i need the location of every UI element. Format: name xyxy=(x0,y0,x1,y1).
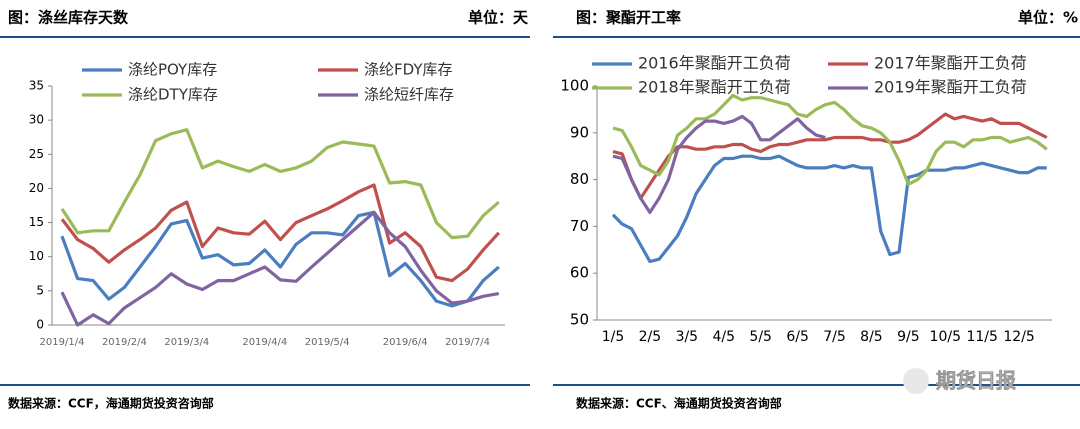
legend-label: 2017年聚酯开工负荷 xyxy=(874,54,1027,73)
legend-label: 涤纶短纤库存 xyxy=(364,86,454,104)
header-rule xyxy=(0,36,530,38)
x-tick-label: 1/5 xyxy=(602,329,625,345)
watermark: 期货日报 xyxy=(936,369,1016,393)
y-tick-label: 70 xyxy=(570,217,589,235)
x-tick-label: 2019/1/4 xyxy=(40,337,85,348)
series-line xyxy=(612,112,1048,200)
x-tick-label: 11/5 xyxy=(966,329,997,345)
y-tick-label: 80 xyxy=(570,170,589,188)
source-note: 数据来源：CCF、海通期货投资咨询部 xyxy=(576,396,782,411)
x-tick-label: 2019/2/4 xyxy=(102,337,147,348)
y-tick-label: 90 xyxy=(570,123,589,141)
series-line xyxy=(611,154,1047,264)
y-tick-label: 5 xyxy=(36,283,44,297)
y-tick-label: 100 xyxy=(560,77,589,95)
y-tick-label: 10 xyxy=(29,249,44,263)
legend-label: 涤纶DTY库存 xyxy=(128,86,218,104)
x-tick-label: 8/5 xyxy=(860,329,883,345)
series-line xyxy=(60,128,500,240)
chart-title: 图：涤丝库存天数 xyxy=(8,9,129,27)
y-tick-label: 15 xyxy=(29,215,44,229)
x-tick-label: 2019/6/4 xyxy=(383,337,428,348)
legend-label: 2018年聚酯开工负荷 xyxy=(638,78,791,97)
x-tick-label: 2019/5/4 xyxy=(305,337,350,348)
y-tick-label: 20 xyxy=(29,181,44,195)
x-tick-label: 2019/4/4 xyxy=(242,337,287,348)
y-tick-label: 60 xyxy=(570,264,589,282)
y-tick-label: 50 xyxy=(570,311,589,329)
x-tick-label: 2019/3/4 xyxy=(164,337,209,348)
legend-label: 2019年聚酯开工负荷 xyxy=(874,78,1027,97)
legend-label: 涤纶FDY库存 xyxy=(364,61,453,79)
watermark-icon xyxy=(903,368,929,394)
footer-rule xyxy=(0,384,530,386)
series-line xyxy=(60,210,500,308)
y-tick-label: 25 xyxy=(29,147,44,161)
x-tick-label: 7/5 xyxy=(823,329,846,345)
x-tick-label: 3/5 xyxy=(676,329,699,345)
series-line xyxy=(60,183,500,283)
y-tick-label: 0 xyxy=(36,318,44,332)
x-tick-label: 6/5 xyxy=(786,329,809,345)
x-tick-label: 12/5 xyxy=(1003,329,1034,345)
x-tick-label: 2019/7/4 xyxy=(445,337,490,348)
y-tick-label: 30 xyxy=(29,113,44,127)
legend-label: 涤纶POY库存 xyxy=(128,61,217,79)
y-tick-label: 35 xyxy=(29,79,44,93)
series-line xyxy=(612,114,826,214)
source-note: 数据来源：CCF，海通期货投资咨询部 xyxy=(8,396,214,411)
unit-label: 单位：天 xyxy=(468,9,529,27)
x-tick-label: 9/5 xyxy=(897,329,920,345)
header-rule xyxy=(553,36,1080,38)
footer-rule xyxy=(553,384,1080,386)
series-line xyxy=(612,93,1048,186)
x-tick-label: 10/5 xyxy=(930,329,961,345)
chart-title: 图：聚酯开工率 xyxy=(576,9,681,27)
x-tick-label: 2/5 xyxy=(639,329,662,345)
legend-label: 2016年聚酯开工负荷 xyxy=(638,54,791,73)
unit-label: 单位：% xyxy=(1018,9,1078,27)
x-tick-label: 4/5 xyxy=(712,329,735,345)
x-tick-label: 5/5 xyxy=(749,329,772,345)
series-line xyxy=(60,210,500,327)
